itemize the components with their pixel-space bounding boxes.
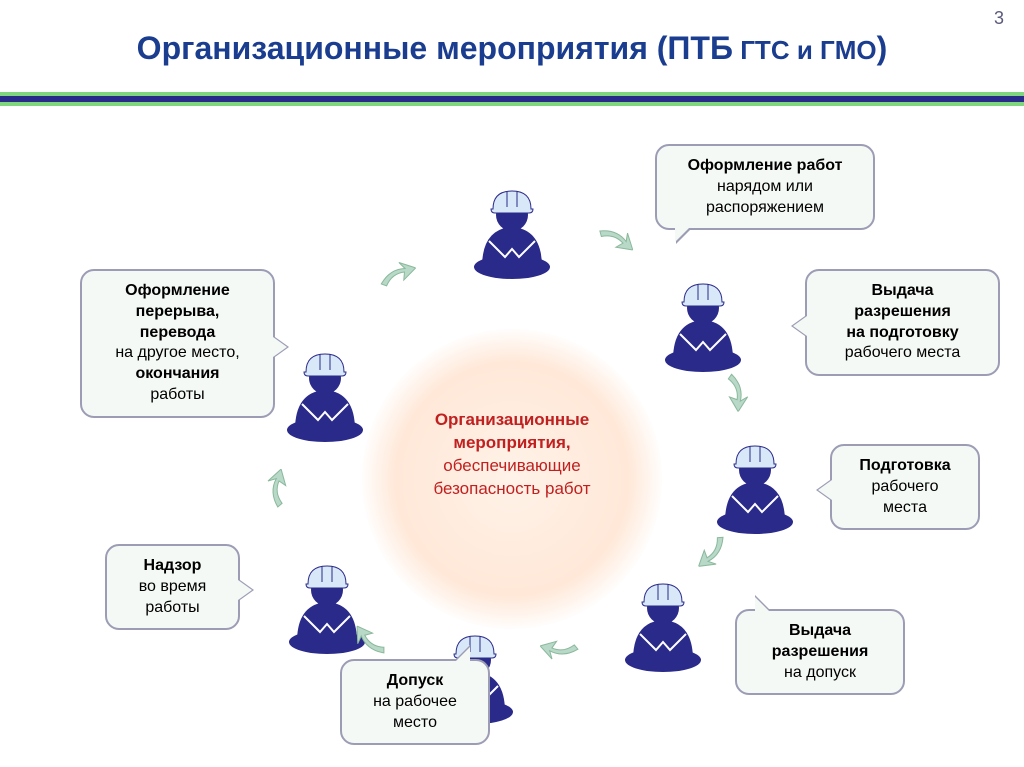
callout-tail bbox=[675, 228, 689, 242]
cycle-arrow-icon bbox=[538, 622, 590, 674]
callout-tail bbox=[456, 647, 470, 661]
callout-b7: Оформлениеперерыва,переводана другое мес… bbox=[80, 269, 275, 418]
callout-b2: Выдачаразрешенияна подготовкурабочего ме… bbox=[805, 269, 1000, 376]
callout-tail bbox=[755, 597, 769, 611]
cycle-arrow-icon bbox=[253, 467, 305, 519]
callout-tail bbox=[793, 316, 807, 336]
callout-b4: Выдачаразрешенияна допуск bbox=[735, 609, 905, 695]
cycle-arrow-icon bbox=[706, 360, 762, 416]
callout-b5: Допускна рабочееместо bbox=[340, 659, 490, 745]
worker-icon bbox=[618, 572, 708, 672]
diagram-stage: Организационные мероприятия, обеспечиваю… bbox=[0, 124, 1024, 764]
cycle-arrow-icon bbox=[362, 246, 426, 310]
callout-tail bbox=[238, 580, 252, 600]
worker-icon bbox=[658, 272, 748, 372]
callout-b3: Подготовкарабочегоместа bbox=[830, 444, 980, 530]
callout-b6: Надзорво времяработы bbox=[105, 544, 240, 630]
callout-b1: Оформление работнарядом илираспоряжением bbox=[655, 144, 875, 230]
slide-title: Организационные мероприятия (ПТБ ГТС и Г… bbox=[0, 0, 1024, 82]
callout-tail bbox=[273, 337, 287, 357]
callout-tail bbox=[818, 480, 832, 500]
page-number: 3 bbox=[994, 8, 1004, 29]
center-label: Организационные мероприятия, обеспечиваю… bbox=[392, 409, 632, 501]
worker-icon bbox=[280, 342, 370, 442]
cycle-arrow-icon bbox=[579, 205, 645, 271]
worker-icon bbox=[467, 179, 557, 279]
worker-icon bbox=[710, 434, 800, 534]
divider-band bbox=[0, 82, 1024, 114]
